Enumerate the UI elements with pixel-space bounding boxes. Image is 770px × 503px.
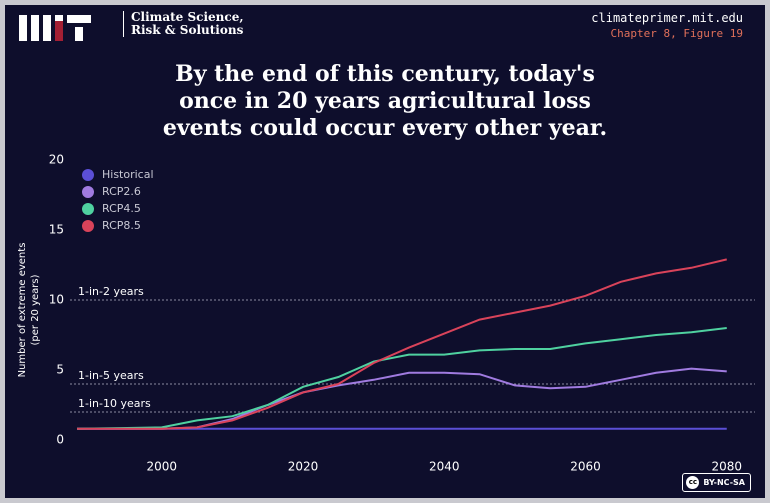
- series-line: [77, 367, 727, 430]
- y-tick-label: 5: [56, 363, 64, 377]
- legend-label: RCP4.5: [102, 202, 141, 215]
- legend-swatch: [82, 186, 94, 198]
- license-text: BY-NC-SA: [703, 478, 745, 487]
- legend-label: Historical: [102, 168, 154, 181]
- y-axis-label: Number of extreme events (per 20 years): [17, 243, 41, 378]
- series-line: [77, 258, 727, 430]
- figure-number: Chapter 8, Figure 19: [610, 27, 743, 40]
- brand-text: Climate Science, Risk & Solutions: [123, 11, 261, 37]
- legend-swatch: [82, 203, 94, 215]
- legend-swatch: [82, 220, 94, 232]
- figure-frame: Climate Science, Risk & Solutions climat…: [5, 5, 765, 498]
- reference-label: 1-in-10 years: [78, 397, 151, 410]
- title-line: By the end of this century, today's: [175, 61, 595, 87]
- y-tick-label: 20: [49, 153, 64, 167]
- y-tick-label: 10: [49, 293, 64, 307]
- legend-swatch: [82, 169, 94, 181]
- x-tick-label: 2020: [288, 460, 319, 474]
- y-axis-label-line: Number of extreme events: [17, 243, 28, 378]
- reference-label: 1-in-2 years: [78, 285, 144, 298]
- cc-icon: cc: [686, 476, 700, 489]
- url: climateprimer.mit.edu: [591, 11, 743, 25]
- reference-label: 1-in-5 years: [78, 369, 144, 382]
- y-tick-label: 0: [56, 433, 64, 447]
- x-tick-label: 2040: [429, 460, 460, 474]
- x-tick-label: 2000: [147, 460, 178, 474]
- x-tick-label: 2080: [711, 460, 742, 474]
- license-badge: cc BY-NC-SA: [682, 473, 751, 492]
- mit-logo: [19, 15, 91, 41]
- y-tick-label: 15: [49, 223, 64, 237]
- chart: Number of extreme events (per 20 years) 0 5…: [17, 153, 755, 474]
- y-axis-label-line: (per 20 years): [30, 274, 41, 345]
- chart-title: By the end of this century, today's once …: [5, 61, 765, 142]
- title-line: once in 20 years agricultural loss: [179, 88, 591, 114]
- x-tick-label: 2060: [570, 460, 601, 474]
- legend-label: RCP8.5: [102, 219, 141, 232]
- series-line: [77, 327, 727, 430]
- title-line: events could occur every other year.: [162, 115, 608, 141]
- legend-label: RCP2.6: [102, 185, 141, 198]
